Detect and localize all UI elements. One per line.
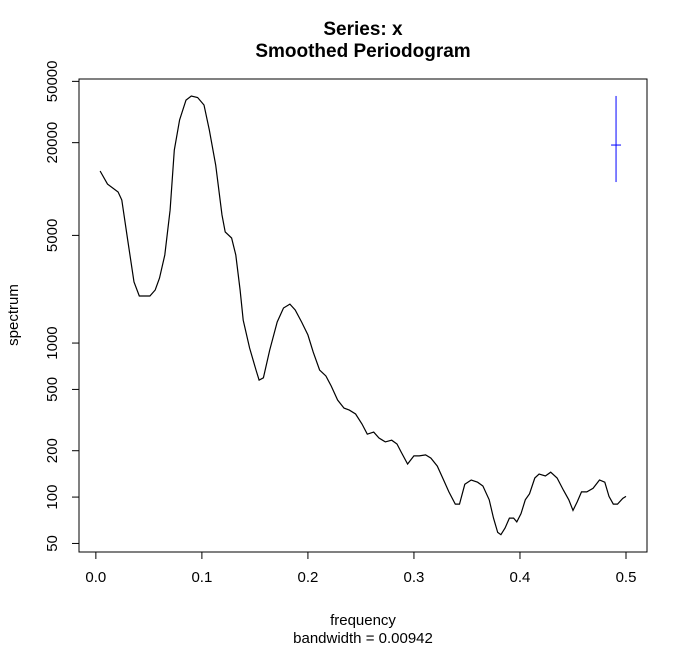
- x-tick-label: 0.5: [616, 569, 637, 586]
- spectrum-line: [99, 95, 627, 536]
- y-tick-label: 1000: [44, 326, 61, 359]
- chart-subtitle: Smoothed Periodogram: [255, 41, 470, 62]
- y-tick-label: 20000: [44, 122, 61, 164]
- x-tick-label: 0.3: [404, 569, 425, 586]
- plot-frame: [78, 78, 648, 553]
- x-tick-label: 0.4: [510, 569, 531, 586]
- y-tick-label: 50: [44, 535, 61, 552]
- x-axis-label: frequency: [330, 612, 396, 629]
- chart-title: Series: x: [323, 19, 403, 40]
- y-tick-label: 200: [44, 438, 61, 463]
- y-tick-label: 5000: [44, 219, 61, 252]
- y-axis-label: spectrum: [5, 284, 22, 346]
- x-tick-label: 0.0: [85, 569, 106, 586]
- x-axis-sublabel: bandwidth = 0.00942: [293, 630, 433, 647]
- y-tick-label: 100: [44, 485, 61, 510]
- x-tick-label: 0.1: [191, 569, 212, 586]
- y-tick-label: 500: [44, 377, 61, 402]
- x-tick-label: 0.2: [297, 569, 318, 586]
- y-tick-label: 50000: [44, 61, 61, 103]
